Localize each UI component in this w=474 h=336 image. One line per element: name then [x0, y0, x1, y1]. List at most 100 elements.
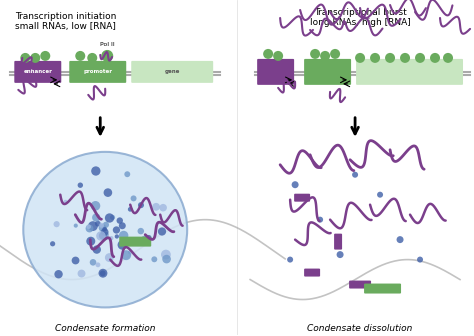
- Circle shape: [400, 53, 410, 63]
- Circle shape: [96, 231, 106, 241]
- Circle shape: [86, 224, 93, 233]
- Circle shape: [417, 257, 423, 263]
- Circle shape: [99, 269, 108, 278]
- Circle shape: [101, 50, 113, 62]
- Circle shape: [146, 235, 152, 241]
- Circle shape: [72, 257, 80, 264]
- Circle shape: [159, 204, 167, 211]
- Text: enhancer: enhancer: [23, 70, 52, 74]
- FancyBboxPatch shape: [69, 61, 126, 83]
- Circle shape: [115, 234, 119, 239]
- Circle shape: [320, 51, 330, 61]
- Circle shape: [124, 171, 130, 177]
- Circle shape: [121, 250, 131, 260]
- Circle shape: [415, 53, 425, 63]
- Circle shape: [161, 250, 171, 259]
- Circle shape: [130, 196, 137, 201]
- Text: Transcription initiation
small RNAs, low [RNA]: Transcription initiation small RNAs, low…: [15, 12, 116, 31]
- Circle shape: [377, 192, 383, 198]
- Circle shape: [99, 223, 104, 228]
- Circle shape: [138, 202, 144, 208]
- Circle shape: [75, 51, 85, 61]
- Circle shape: [317, 217, 323, 223]
- Circle shape: [55, 270, 63, 279]
- Circle shape: [78, 269, 85, 278]
- Circle shape: [86, 224, 91, 229]
- Circle shape: [292, 181, 299, 188]
- Circle shape: [91, 166, 100, 176]
- Circle shape: [352, 172, 358, 178]
- Circle shape: [96, 262, 100, 267]
- Circle shape: [103, 232, 109, 238]
- Text: Condensate formation: Condensate formation: [55, 325, 155, 334]
- FancyBboxPatch shape: [349, 281, 371, 289]
- Circle shape: [128, 207, 133, 212]
- Circle shape: [109, 236, 113, 240]
- FancyBboxPatch shape: [304, 59, 351, 85]
- Circle shape: [141, 236, 149, 244]
- Circle shape: [64, 200, 68, 204]
- Circle shape: [119, 222, 126, 229]
- Circle shape: [20, 53, 30, 63]
- Text: Condensate dissolution: Condensate dissolution: [307, 325, 413, 334]
- Circle shape: [310, 49, 320, 59]
- Text: Pol II: Pol II: [100, 42, 115, 47]
- Circle shape: [103, 222, 109, 228]
- Circle shape: [370, 53, 380, 63]
- Text: promoter: promoter: [83, 70, 112, 74]
- Circle shape: [118, 240, 127, 250]
- Circle shape: [95, 221, 100, 226]
- Circle shape: [105, 213, 114, 223]
- Text: Transcriptional burst
long RNAs, high [RNA]: Transcriptional burst long RNAs, high [R…: [310, 8, 410, 28]
- Circle shape: [128, 250, 132, 254]
- Circle shape: [113, 226, 120, 234]
- Circle shape: [104, 188, 112, 197]
- FancyBboxPatch shape: [119, 237, 151, 247]
- Circle shape: [137, 228, 144, 234]
- Circle shape: [151, 256, 157, 262]
- Circle shape: [87, 53, 97, 63]
- FancyBboxPatch shape: [304, 268, 320, 277]
- Circle shape: [90, 259, 96, 266]
- Circle shape: [73, 223, 78, 228]
- FancyBboxPatch shape: [257, 59, 294, 85]
- Circle shape: [92, 213, 100, 222]
- Circle shape: [337, 251, 344, 258]
- FancyBboxPatch shape: [356, 59, 463, 85]
- FancyBboxPatch shape: [334, 234, 342, 250]
- Circle shape: [162, 255, 171, 263]
- Circle shape: [50, 241, 55, 246]
- Circle shape: [110, 215, 115, 220]
- Circle shape: [330, 49, 340, 59]
- Circle shape: [263, 49, 273, 59]
- Circle shape: [99, 224, 106, 232]
- Circle shape: [385, 53, 395, 63]
- Circle shape: [152, 203, 160, 211]
- Text: gene: gene: [164, 70, 180, 74]
- Circle shape: [30, 53, 40, 63]
- Circle shape: [99, 232, 107, 240]
- FancyBboxPatch shape: [14, 61, 61, 83]
- Circle shape: [102, 227, 107, 232]
- Circle shape: [397, 236, 403, 243]
- Circle shape: [158, 227, 166, 236]
- Circle shape: [117, 217, 123, 224]
- FancyBboxPatch shape: [364, 284, 401, 294]
- Circle shape: [105, 253, 114, 262]
- Circle shape: [92, 245, 101, 254]
- FancyBboxPatch shape: [294, 194, 310, 202]
- Circle shape: [54, 221, 60, 227]
- Circle shape: [100, 270, 106, 276]
- Circle shape: [430, 53, 440, 63]
- Circle shape: [119, 231, 128, 240]
- Circle shape: [273, 51, 283, 61]
- Circle shape: [78, 182, 83, 188]
- FancyBboxPatch shape: [131, 61, 213, 83]
- Circle shape: [101, 228, 109, 236]
- Circle shape: [88, 221, 98, 231]
- Circle shape: [91, 201, 100, 211]
- Circle shape: [287, 257, 293, 263]
- Circle shape: [40, 51, 50, 61]
- Circle shape: [86, 237, 95, 246]
- Circle shape: [355, 53, 365, 63]
